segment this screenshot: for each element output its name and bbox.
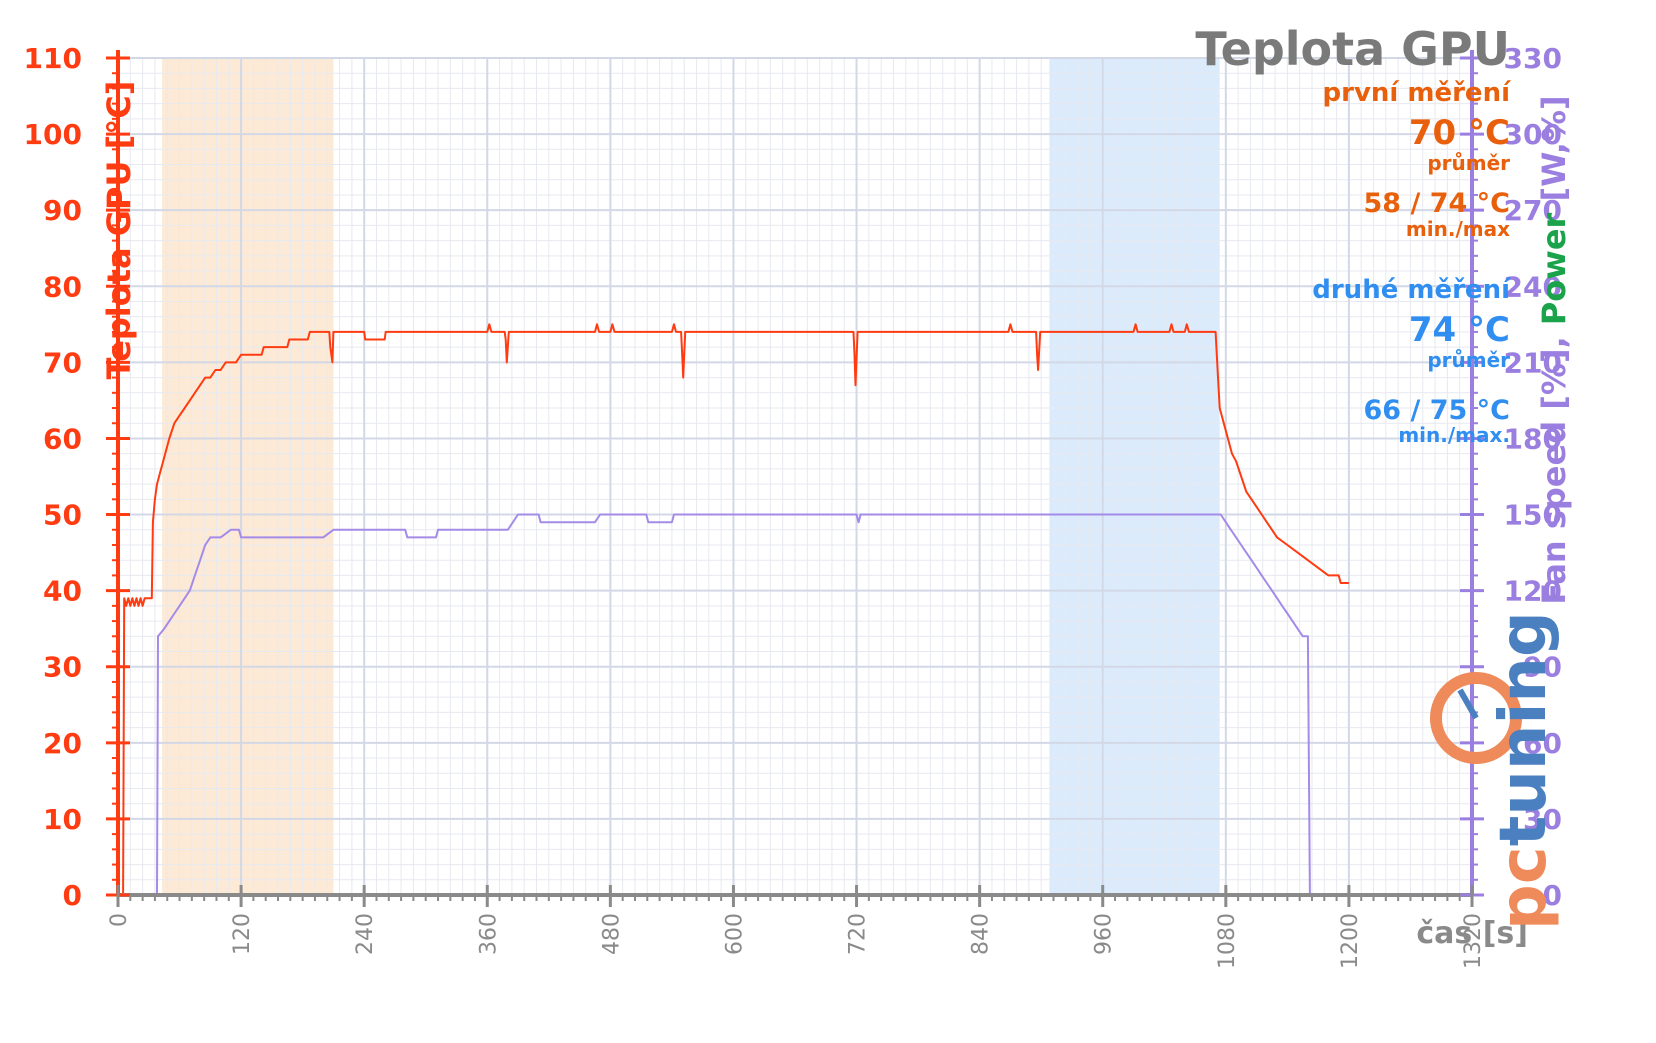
legend-first-minmax-caption: min./max <box>1406 217 1510 241</box>
y2-tick-label: 240 <box>1504 270 1562 303</box>
tick-labels: 0 10 20 30 40 50 60 70 80 90 100 110 0 30 60 90 120 150 18… <box>24 42 1562 969</box>
pctuning-logo: pctuning <box>1430 611 1561 930</box>
legend-first-minmax: 58 / 74 °C <box>1363 188 1510 219</box>
shaded-region-0 <box>162 58 334 895</box>
shaded-region-1 <box>1049 58 1220 895</box>
legend-first-label: první měření <box>1323 78 1513 108</box>
y2-axis-title-part: Power <box>1535 212 1573 325</box>
y2-tick-label: 300 <box>1504 118 1562 151</box>
y-tick-label: 110 <box>24 42 82 75</box>
y2-tick-label: 180 <box>1504 422 1562 455</box>
logo-text: pctuning <box>1487 611 1561 930</box>
x-tick-label: 0 <box>107 913 132 927</box>
y2-tick-label: 270 <box>1504 194 1562 227</box>
series-line-temperature <box>118 323 1349 896</box>
y2-axis-title-part: [W,%] <box>1535 95 1573 212</box>
y-tick-label: 20 <box>43 727 82 760</box>
y-tick-label: 90 <box>43 194 82 227</box>
x-tick-label: 240 <box>353 913 378 955</box>
y-tick-label: 40 <box>43 575 82 608</box>
legend-second-minmax-caption: min./max. <box>1398 423 1510 447</box>
data-series <box>118 323 1349 896</box>
x-axis-title: čas [s] <box>1416 916 1528 951</box>
x-tick-label: 960 <box>1092 913 1117 955</box>
y2-tick-label: 150 <box>1504 499 1562 532</box>
y2-tick-label: 120 <box>1504 575 1562 608</box>
x-tick-label: 120 <box>230 913 255 955</box>
legend-second-minmax: 66 / 75 °C <box>1363 395 1510 426</box>
chart-title: Teplota GPU <box>1195 22 1510 76</box>
x-tick-label: 600 <box>722 913 747 955</box>
x-tick-label: 1320 <box>1461 913 1486 969</box>
y-tick-label: 10 <box>43 803 82 836</box>
y-tick-label: 80 <box>43 270 82 303</box>
y-tick-label: 70 <box>43 346 82 379</box>
legend-second-avg-caption: průměr <box>1427 348 1510 372</box>
y-tick-label: 0 <box>63 879 82 912</box>
legend-first-avg-caption: průměr <box>1427 151 1510 175</box>
legend-second-avg: 74 °C <box>1409 310 1510 350</box>
minor-gridlines <box>118 58 1472 895</box>
y-tick-label: 30 <box>43 651 82 684</box>
y2-tick-label: 30 <box>1523 803 1562 836</box>
x-tick-label: 1200 <box>1338 913 1363 969</box>
logo-needle-icon <box>1457 688 1479 720</box>
x-tick-label: 720 <box>846 913 871 955</box>
x-tick-label: 480 <box>599 913 624 955</box>
y2-tick-label: 60 <box>1523 727 1562 760</box>
x-tick-label: 1080 <box>1215 913 1240 969</box>
y2-axis-title: Fan speed [%], Power [W,%] <box>1535 95 1573 604</box>
y2-tick-label: 210 <box>1504 346 1562 379</box>
y2-tick-label: 0 <box>1543 879 1562 912</box>
y-tick-label: 100 <box>24 118 82 151</box>
y-tick-label: 60 <box>43 422 82 455</box>
y2-axis-title-part: Fan speed [%], <box>1535 325 1573 605</box>
legend-first-avg: 70 °C <box>1409 113 1510 153</box>
y2-tick-label: 330 <box>1504 42 1562 75</box>
x-tick-label: 360 <box>476 913 501 955</box>
x-tick-label: 840 <box>969 913 994 955</box>
shaded-regions <box>162 58 1220 895</box>
y2-tick-label: 90 <box>1523 651 1562 684</box>
legend-second-label: druhé měření <box>1312 275 1512 305</box>
logo-gauge-icon <box>1430 672 1522 764</box>
y-tick-label: 50 <box>43 499 82 532</box>
y-axis-title: Teplota GPU [°C] <box>100 81 138 380</box>
series-line-fan-speed <box>118 513 1347 896</box>
